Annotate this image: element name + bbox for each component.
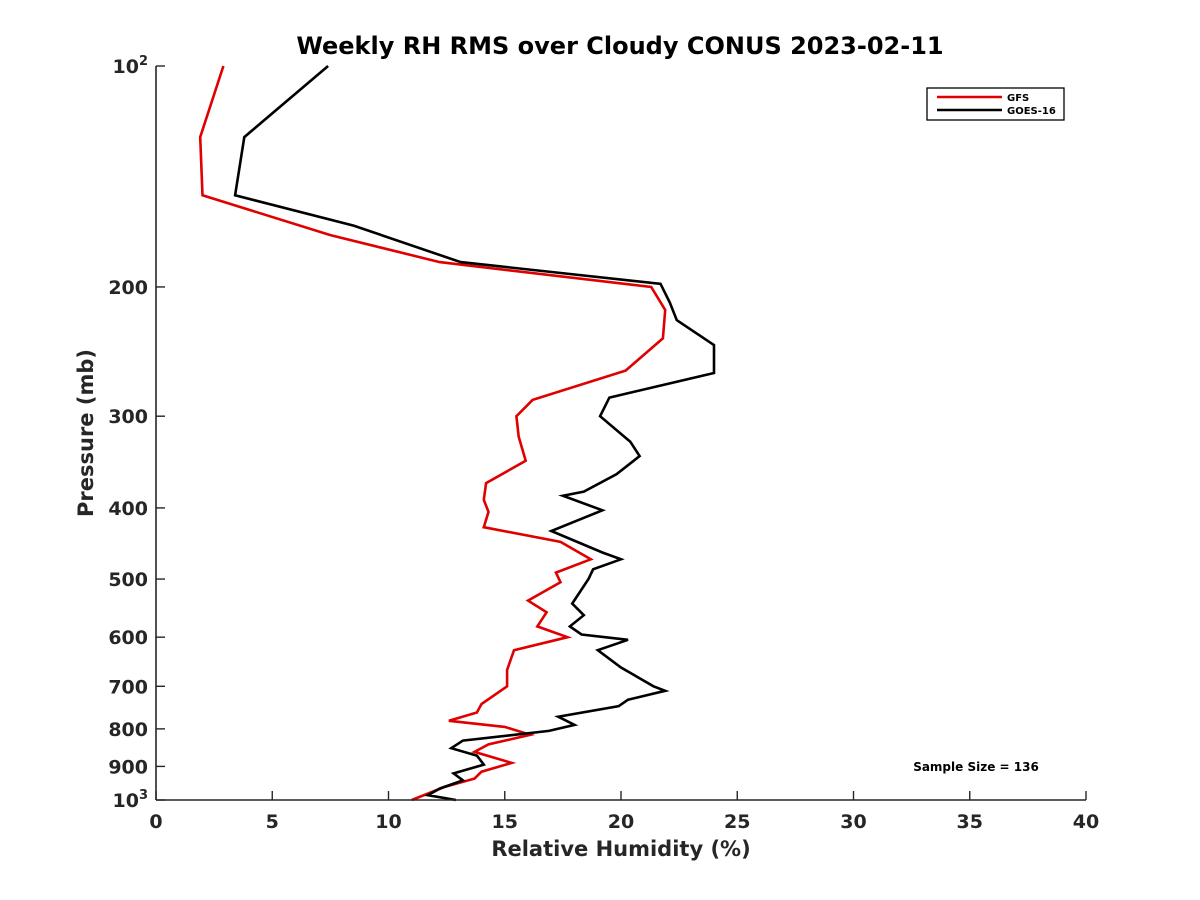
x-axis-label: Relative Humidity (%) (491, 837, 750, 861)
x-ticks: 0 5 10 15 20 25 30 35 40 (149, 791, 1099, 833)
x-tick-label: 0 (149, 811, 162, 833)
series-line-goes16 (233, 65, 716, 802)
x-tick-label: 40 (1073, 811, 1099, 833)
y-tick-label: 900 (108, 756, 148, 778)
y-tick-label: 600 (108, 627, 148, 649)
y-axis-label: Pressure (mb) (74, 349, 98, 517)
series-layer (198, 65, 716, 802)
x-tick-label: 30 (840, 811, 866, 833)
sample-size-annotation: Sample Size = 136 (913, 760, 1039, 774)
x-tick-label: 35 (957, 811, 983, 833)
legend-label-gfs: GFS (1007, 93, 1029, 104)
legend: GFS GOES-16 (926, 87, 1065, 121)
x-tick-label: 25 (724, 811, 750, 833)
x-tick-label: 20 (608, 811, 634, 833)
y-tick-label: 103 (113, 788, 149, 812)
series-line-gfs (198, 65, 667, 802)
chart-title: Weekly RH RMS over Cloudy CONUS 2023-02-… (296, 32, 943, 60)
legend-label-goes16: GOES-16 (1007, 106, 1056, 117)
y-tick-label: 200 (108, 277, 148, 299)
legend-box (926, 87, 1065, 121)
x-tick-label: 5 (266, 811, 279, 833)
plot-area: 0 5 10 15 20 25 30 35 40 102 200 300 400 500 600 700 80… (108, 54, 1099, 833)
y-tick-label: 500 (108, 569, 148, 591)
y-tick-label: 300 (108, 406, 148, 428)
y-ticks: 102 200 300 400 500 600 700 800 900 103 (108, 54, 165, 812)
x-tick-label: 15 (492, 811, 518, 833)
y-tick-label: 102 (113, 54, 149, 78)
y-tick-label: 800 (108, 719, 148, 741)
y-tick-label: 400 (108, 498, 148, 520)
x-tick-label: 10 (375, 811, 401, 833)
y-tick-label: 700 (108, 676, 148, 698)
